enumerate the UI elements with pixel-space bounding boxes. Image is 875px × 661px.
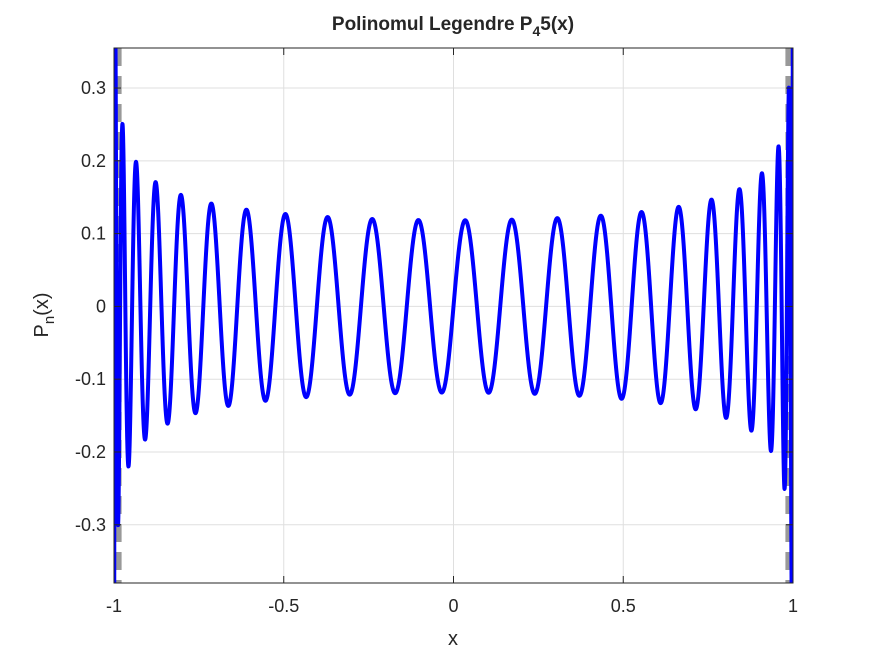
y-axis-label: Pn(x) xyxy=(31,292,58,337)
x-tick-label-1: -0.5 xyxy=(268,596,299,616)
ticks: -1 -0.5 0 0.5 1 -0.3 -0.2 -0.1 0 0.1 0.2 0.3 xyxy=(75,48,798,616)
chart-title-prefix: Polinomul Legendre P xyxy=(332,14,533,35)
y-axis-label-subscript: n xyxy=(41,316,58,324)
x-tick-label-0: -1 xyxy=(106,596,122,616)
data-layer xyxy=(114,48,793,583)
chart-title-suffix: 5(x) xyxy=(540,14,574,35)
y-tick-label-0: -0.3 xyxy=(75,515,106,535)
chart-title: Polinomul Legendre P45(x) xyxy=(332,14,574,39)
y-axis-label-base: P xyxy=(31,324,53,337)
y-tick-label-4: 0.1 xyxy=(81,224,106,244)
x-tick-label-4: 1 xyxy=(788,596,798,616)
series-line-0 xyxy=(114,48,793,583)
x-axis-label: x xyxy=(448,628,458,650)
y-tick-label-3: 0 xyxy=(96,296,106,316)
y-tick-label-1: -0.2 xyxy=(75,442,106,462)
x-tick-label-2: 0 xyxy=(448,596,458,616)
chart-title-subscript: 4 xyxy=(532,23,540,39)
y-tick-label-6: 0.3 xyxy=(81,78,106,98)
y-axis-label-suffix: (x) xyxy=(31,292,53,315)
y-tick-label-5: 0.2 xyxy=(81,151,106,171)
x-tick-label-3: 0.5 xyxy=(611,596,636,616)
y-tick-label-2: -0.1 xyxy=(75,369,106,389)
